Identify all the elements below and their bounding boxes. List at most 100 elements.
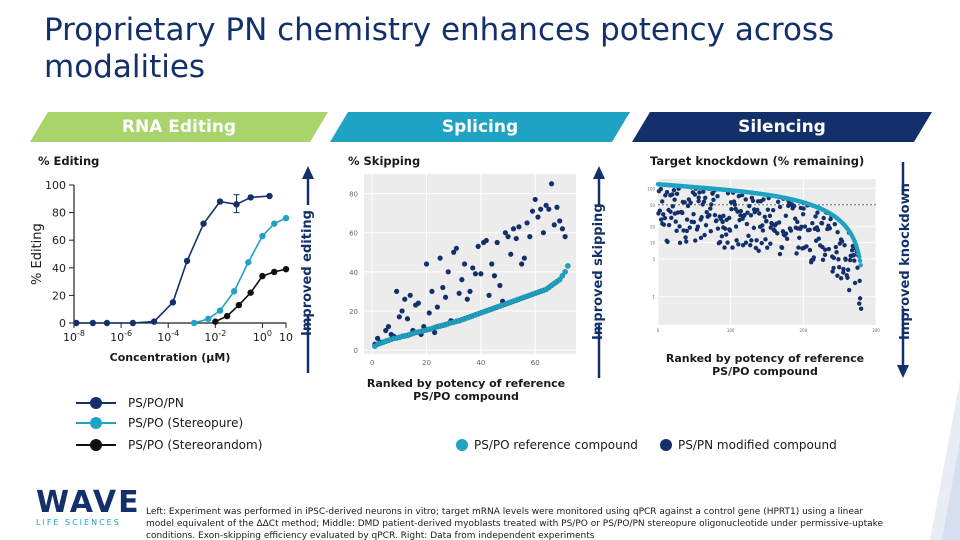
data-point xyxy=(437,255,443,261)
data-point xyxy=(674,228,679,234)
data-point xyxy=(761,197,766,202)
data-point xyxy=(271,268,278,276)
data-point xyxy=(749,238,754,243)
data-point xyxy=(732,202,738,207)
data-point xyxy=(527,234,533,240)
y-tick-label: 10 xyxy=(650,241,656,246)
data-point xyxy=(742,212,747,218)
data-point xyxy=(765,245,770,250)
data-point xyxy=(696,198,701,204)
data-point xyxy=(835,230,840,235)
data-point xyxy=(543,202,549,208)
data-point xyxy=(489,261,495,267)
data-point xyxy=(385,324,392,330)
legend-label: PS/PO (Stereorandom) xyxy=(128,438,263,452)
data-point xyxy=(788,228,794,233)
data-point xyxy=(714,218,719,223)
data-point xyxy=(739,192,745,198)
data-point xyxy=(562,269,568,275)
data-point xyxy=(456,290,462,296)
data-point xyxy=(505,234,511,240)
editing-dose-response-chart: 0 20 40 60 80 100 10-8 10-6 10-4 10-2 100 10 xyxy=(45,179,293,344)
data-point xyxy=(442,294,449,300)
data-point xyxy=(734,238,739,243)
y-tick-label: 5 xyxy=(652,257,655,262)
data-point xyxy=(707,213,712,218)
data-point xyxy=(794,251,799,256)
legend-ps-po-pn: PS/PO/PN xyxy=(76,396,184,410)
data-point xyxy=(451,249,457,255)
data-point xyxy=(783,213,789,218)
data-point xyxy=(858,263,863,268)
data-point xyxy=(748,243,753,248)
data-point xyxy=(857,278,862,284)
data-point xyxy=(784,236,790,242)
data-point xyxy=(813,214,818,219)
data-point xyxy=(775,231,780,236)
data-point xyxy=(205,315,212,323)
data-point xyxy=(815,210,820,215)
data-point xyxy=(855,265,860,270)
data-point xyxy=(475,243,481,249)
y-tick-label: 40 xyxy=(349,269,358,277)
data-point xyxy=(822,252,828,258)
data-point xyxy=(129,319,137,327)
data-point xyxy=(677,224,682,229)
data-point xyxy=(494,239,500,246)
data-point xyxy=(826,246,832,252)
y-tick-label: 0 xyxy=(59,317,66,330)
data-point xyxy=(559,226,566,232)
data-point xyxy=(519,261,525,267)
data-point xyxy=(821,215,826,221)
data-point xyxy=(696,195,701,200)
data-point xyxy=(721,213,726,219)
data-point xyxy=(730,245,735,250)
data-point xyxy=(216,307,224,314)
data-point xyxy=(396,314,402,320)
data-point xyxy=(521,255,527,261)
data-point xyxy=(559,272,566,279)
data-point xyxy=(470,265,476,271)
data-point xyxy=(478,271,484,277)
data-point xyxy=(524,220,530,226)
data-point xyxy=(795,219,800,225)
data-point xyxy=(374,335,381,341)
data-point xyxy=(556,276,563,283)
data-point xyxy=(89,319,97,327)
data-point xyxy=(383,327,389,334)
data-point xyxy=(697,190,702,195)
data-point xyxy=(483,237,489,244)
data-point xyxy=(698,235,704,241)
data-point xyxy=(407,292,413,298)
footnote: Left: Experiment was performed in iPSC-d… xyxy=(146,507,884,540)
data-point xyxy=(763,237,768,242)
data-point xyxy=(701,199,707,204)
data-point xyxy=(687,225,692,230)
y-tick-label: 20 xyxy=(349,308,358,316)
data-point xyxy=(703,223,709,228)
data-point xyxy=(765,207,771,212)
y-tick-label: 100 xyxy=(647,187,655,192)
data-point xyxy=(709,202,714,207)
data-point xyxy=(767,213,773,218)
y-tick-label: 60 xyxy=(349,230,358,238)
data-point xyxy=(535,214,541,220)
data-point xyxy=(751,225,757,231)
data-point xyxy=(688,200,693,205)
data-point xyxy=(670,204,675,209)
data-point xyxy=(666,222,672,228)
x-tick-label: 60 xyxy=(531,359,540,367)
data-point xyxy=(760,223,765,228)
data-point xyxy=(686,197,692,202)
data-point xyxy=(245,259,252,266)
legend-label: PS/PN modified compound xyxy=(678,438,837,452)
y-tick-label: 20 xyxy=(52,289,66,302)
data-point xyxy=(702,232,707,238)
x-tick-label: 100 xyxy=(253,329,272,344)
improved-knockdown-arrow-icon xyxy=(897,162,909,378)
banner-rna-editing: RNA Editing xyxy=(30,112,328,142)
x-tick-label: 10 xyxy=(279,331,293,344)
data-point xyxy=(851,252,857,258)
data-point xyxy=(750,198,756,203)
legend-ps-po-stereorandom: PS/PO (Stereorandom) xyxy=(76,438,262,452)
